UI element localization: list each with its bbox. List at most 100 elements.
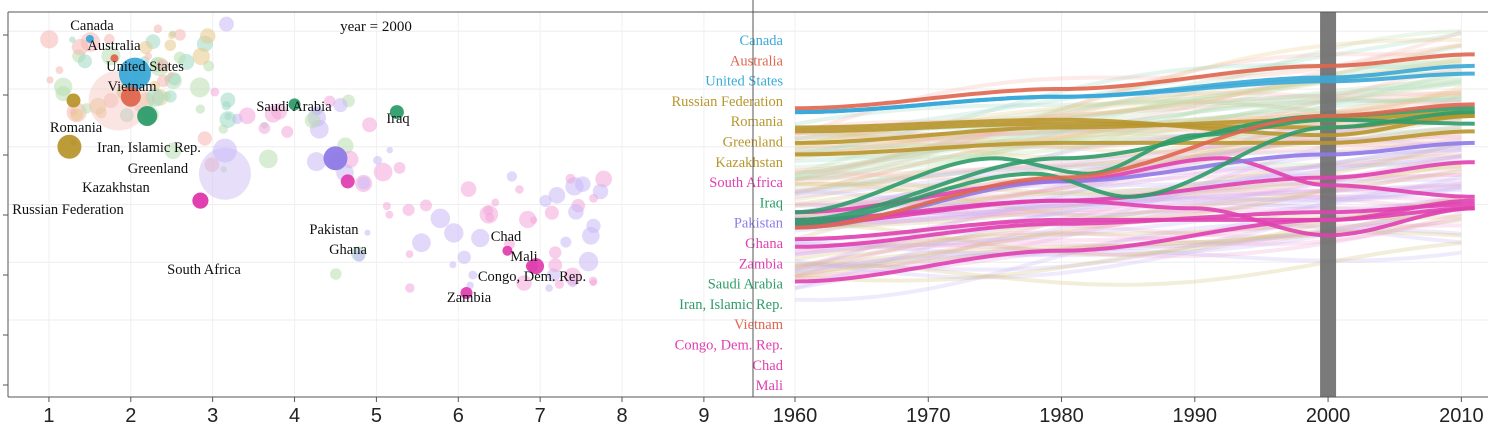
background-line xyxy=(794,43,1462,127)
series-label-mali: Mali xyxy=(756,378,783,394)
year-marker xyxy=(1320,12,1337,397)
background-bubble xyxy=(104,33,115,45)
bubble-romania xyxy=(66,93,81,108)
series-line-zambia xyxy=(794,198,1475,238)
background-bubble xyxy=(210,87,220,97)
background-bubble xyxy=(582,226,600,245)
background-bubble xyxy=(412,233,431,253)
scatter-label-south-africa: South Africa xyxy=(167,262,241,278)
background-bubble xyxy=(382,201,391,211)
background-bubble xyxy=(323,95,336,108)
background-line xyxy=(794,52,1462,173)
series-label-iraq: Iraq xyxy=(760,195,783,211)
background-bubble xyxy=(373,162,393,182)
background-line xyxy=(794,216,1462,259)
background-bubble xyxy=(77,54,92,69)
bubble-pakistan xyxy=(323,146,348,171)
background-bubble xyxy=(220,92,236,108)
background-bubble xyxy=(471,228,490,248)
background-bubble xyxy=(156,74,170,88)
series-label-ghana: Ghana xyxy=(745,236,783,252)
background-line xyxy=(794,194,1462,252)
bubble-united-states xyxy=(118,57,151,90)
background-bubble xyxy=(563,267,582,286)
background-line xyxy=(794,108,1462,195)
x-tick-label: 7 xyxy=(535,405,546,427)
x-tick-label: 3 xyxy=(207,405,218,427)
background-bubble xyxy=(405,250,414,259)
background-line xyxy=(794,89,1462,133)
series-line-iraq xyxy=(794,117,1475,215)
background-bubble xyxy=(479,205,499,224)
series-label-russian-federation: Russian Federation xyxy=(671,94,783,110)
axes xyxy=(3,0,1488,398)
scatter-label-united-states: United States xyxy=(106,59,184,75)
background-bubble xyxy=(71,38,89,56)
background-bubble xyxy=(144,52,152,60)
series-label-united-states: United States xyxy=(705,74,783,90)
background-line xyxy=(794,206,1462,274)
background-bubble xyxy=(430,208,451,229)
background-bubble xyxy=(548,186,566,204)
background-bubble xyxy=(588,276,598,286)
background-bubble xyxy=(362,117,378,133)
series-label-pakistan: Pakistan xyxy=(734,216,784,232)
background-line xyxy=(794,90,1462,157)
background-line xyxy=(794,105,1462,137)
background-bubble xyxy=(119,108,134,123)
background-bubble xyxy=(306,152,326,172)
background-line xyxy=(794,79,1462,182)
scatter-label-kazakhstan: Kazakhstan xyxy=(82,180,150,196)
background-bubble xyxy=(46,76,54,84)
background-bubble xyxy=(333,98,348,113)
background-bubble xyxy=(405,283,415,293)
background-bubble xyxy=(212,138,237,163)
series-line-kazakhstan xyxy=(795,129,1475,157)
background-bubble xyxy=(506,171,517,182)
background-bubble xyxy=(174,29,186,41)
scatter-label-pakistan: Pakistan xyxy=(309,222,359,238)
grid xyxy=(8,12,1488,397)
background-bubble xyxy=(164,142,182,160)
background-line xyxy=(794,97,1462,195)
background-line xyxy=(794,185,1462,256)
bubble-zambia xyxy=(460,287,473,300)
background-bubble xyxy=(554,279,565,289)
background-line xyxy=(794,90,1462,187)
background-bubble xyxy=(168,31,176,40)
highlighted-lines xyxy=(794,52,1475,284)
background-bubble xyxy=(330,268,342,280)
background-line xyxy=(794,92,1462,160)
background-bubble xyxy=(224,112,232,120)
x-tick-label: 1990 xyxy=(1173,405,1218,427)
bubble-vietnam xyxy=(120,86,141,107)
background-bubble xyxy=(460,181,477,197)
background-bubble xyxy=(199,28,216,44)
background-bubble xyxy=(192,47,210,66)
background-line xyxy=(794,78,1462,179)
background-bubble xyxy=(197,131,212,146)
series-label-australia: Australia xyxy=(730,53,784,69)
background-bubble xyxy=(156,59,169,72)
series-line-chad xyxy=(795,202,1475,249)
x-tick-label: 2 xyxy=(125,405,136,427)
scatter-label-vietnam: Vietnam xyxy=(107,79,157,95)
year-annotation: year = 2000 xyxy=(340,19,412,35)
bubble-iraq xyxy=(389,105,404,120)
background-bubble xyxy=(204,157,220,173)
background-bubble xyxy=(281,125,294,138)
series-line-vietnam xyxy=(794,102,1475,230)
x-tick-label: 2010 xyxy=(1439,405,1484,427)
scatter-label-chad: Chad xyxy=(491,229,522,245)
background-line xyxy=(794,211,1462,279)
background-bubble xyxy=(575,176,591,192)
background-bubbles xyxy=(40,16,613,293)
background-bubble xyxy=(548,258,563,273)
series-label-vietnam: Vietnam xyxy=(734,317,784,333)
series-label-iran-islamic-rep: Iran, Islamic Rep. xyxy=(679,297,783,313)
background-bubble xyxy=(198,147,251,200)
x-tick-label: 9 xyxy=(698,405,709,427)
x-tick-label: 6 xyxy=(453,405,464,427)
background-lines xyxy=(794,29,1462,303)
background-bubble xyxy=(592,183,609,200)
